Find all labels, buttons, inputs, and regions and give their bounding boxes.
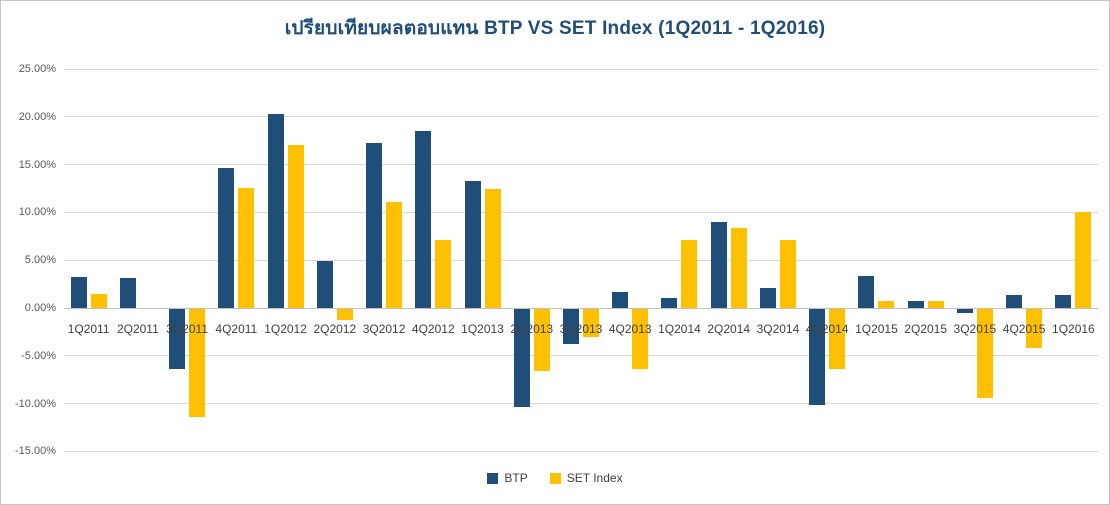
bar-btp-3q2012 bbox=[366, 142, 383, 308]
bar-set-index-2q2013 bbox=[533, 309, 550, 372]
x-axis-category-label: 4Q2015 bbox=[1002, 322, 1046, 336]
y-axis-tick-label: -15.00% bbox=[15, 445, 56, 458]
x-axis-category-label: 1Q2011 bbox=[67, 322, 110, 336]
bar-set-index-2q2014 bbox=[730, 227, 747, 308]
bar-btp-2q2013 bbox=[513, 309, 530, 408]
legend-label-btp: BTP bbox=[504, 471, 528, 485]
x-axis-category-label: 3Q2013 bbox=[559, 322, 603, 336]
gridline bbox=[64, 211, 1098, 213]
bar-set-index-2q2015 bbox=[927, 301, 944, 308]
gridline bbox=[64, 68, 1098, 70]
x-axis-category-label: 1Q2013 bbox=[461, 322, 504, 336]
legend-swatch-btp-icon bbox=[487, 472, 499, 484]
bar-btp-1q2016 bbox=[1055, 294, 1072, 308]
x-axis-category-label: 1Q2012 bbox=[264, 322, 307, 336]
gridline bbox=[64, 403, 1098, 405]
bar-btp-4q2014 bbox=[809, 309, 826, 405]
x-axis-category-label: 1Q2015 bbox=[855, 322, 898, 336]
y-axis-tick-label: 20.00% bbox=[18, 110, 56, 123]
bar-set-index-2q2012 bbox=[336, 309, 353, 321]
bar-set-index-1q2014 bbox=[681, 240, 698, 308]
x-axis-category-label: 1Q2014 bbox=[658, 322, 701, 336]
gridline bbox=[64, 116, 1098, 118]
legend-label-set-index: SET Index bbox=[566, 471, 623, 485]
x-axis-category-label: 4Q2014 bbox=[805, 322, 849, 336]
bar-btp-4q2011 bbox=[218, 168, 235, 308]
bar-set-index-4q2011 bbox=[238, 187, 255, 308]
legend-item-btp: BTP bbox=[487, 471, 528, 485]
x-axis-category-label: 4Q2013 bbox=[608, 322, 652, 336]
bar-btp-1q2014 bbox=[661, 298, 678, 308]
bar-btp-1q2011 bbox=[70, 277, 87, 308]
bar-set-index-1q2015 bbox=[878, 301, 895, 308]
bar-set-index-3q2012 bbox=[386, 201, 403, 308]
bar-set-index-3q2011 bbox=[189, 309, 206, 418]
x-axis-category-label: 3Q2015 bbox=[953, 322, 997, 336]
bar-btp-1q2015 bbox=[858, 276, 875, 308]
bar-btp-4q2012 bbox=[415, 131, 432, 308]
x-axis-category-label: 2Q2011 bbox=[116, 322, 159, 336]
y-axis-tick-label: 15.00% bbox=[18, 158, 56, 171]
x-axis-category-label: 3Q2014 bbox=[756, 322, 800, 336]
y-axis-tick-label: -5.00% bbox=[21, 349, 56, 362]
x-axis-category-label: 4Q2011 bbox=[215, 322, 258, 336]
chart-title: เปรียบเทียบผลตอบแทน BTP VS SET Index (1Q… bbox=[284, 18, 826, 39]
x-axis-category-label: 2Q2015 bbox=[904, 322, 947, 336]
x-axis-category-label: 1Q2016 bbox=[1052, 322, 1095, 336]
bar-btp-4q2015 bbox=[1006, 294, 1023, 308]
bar-set-index-3q2014 bbox=[779, 240, 796, 308]
bar-set-index-4q2014 bbox=[829, 309, 846, 370]
bar-btp-1q2012 bbox=[267, 113, 284, 308]
bar-set-index-1q2011 bbox=[90, 293, 107, 308]
bar-set-index-1q2012 bbox=[287, 144, 304, 308]
y-axis-tick-label: 5.00% bbox=[24, 254, 56, 267]
bar-btp-3q2015 bbox=[956, 309, 973, 313]
bar-btp-3q2014 bbox=[759, 287, 776, 308]
gridline bbox=[64, 450, 1098, 452]
x-axis-category-label: 4Q2012 bbox=[411, 322, 455, 336]
legend-swatch-set-index-icon bbox=[549, 472, 561, 484]
gridline bbox=[64, 355, 1098, 357]
x-axis-category-label: 3Q2011 bbox=[166, 322, 208, 336]
bar-btp-2q2015 bbox=[907, 301, 924, 308]
bar-btp-1q2013 bbox=[464, 180, 481, 308]
y-axis-tick-label: 0.00% bbox=[24, 302, 56, 314]
gridline bbox=[64, 259, 1098, 261]
bar-btp-3q2013 bbox=[563, 309, 579, 345]
bar-btp-2q2011 bbox=[119, 278, 136, 308]
x-axis-category-label: 2Q2013 bbox=[510, 322, 554, 336]
bar-set-index-4q2012 bbox=[435, 240, 452, 308]
y-axis-tick-label: 25.00% bbox=[18, 63, 56, 75]
bar-set-index-1q2013 bbox=[484, 189, 501, 308]
y-axis-tick-label: 10.00% bbox=[18, 206, 56, 219]
bar-set-index-3q2013 bbox=[583, 309, 599, 337]
zero-axis-line bbox=[64, 307, 1098, 309]
chart-legend: BTP SET Index bbox=[1, 471, 1109, 485]
bar-set-index-1q2016 bbox=[1075, 212, 1092, 308]
bar-btp-2q2012 bbox=[316, 261, 333, 308]
x-axis-category-label: 2Q2012 bbox=[313, 322, 357, 336]
bar-btp-2q2014 bbox=[710, 221, 727, 308]
bar-btp-3q2011 bbox=[169, 309, 186, 370]
bar-set-index-4q2015 bbox=[1026, 309, 1043, 349]
x-axis-category-label: 3Q2012 bbox=[362, 322, 406, 336]
y-axis-tick-label: -10.00% bbox=[15, 397, 56, 410]
bar-set-index-3q2015 bbox=[976, 309, 993, 398]
gridline bbox=[64, 164, 1098, 166]
legend-item-set-index: SET Index bbox=[549, 471, 623, 485]
bar-btp-4q2013 bbox=[612, 291, 629, 308]
x-axis-category-label: 2Q2014 bbox=[707, 322, 751, 336]
bar-set-index-4q2013 bbox=[632, 309, 649, 370]
